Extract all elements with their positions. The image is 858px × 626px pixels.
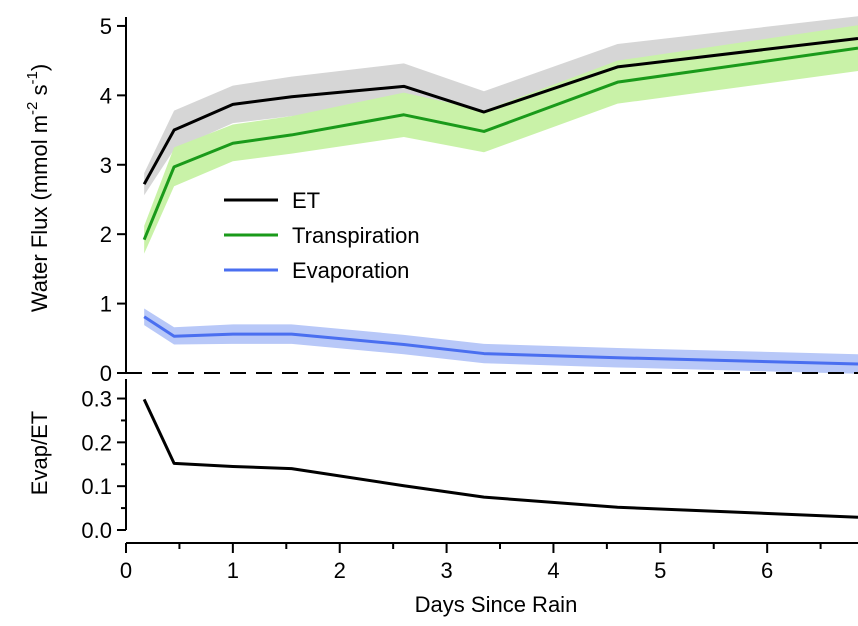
line-evaporation bbox=[143, 315, 858, 366]
top-y-axis-label-mid: s bbox=[27, 85, 52, 102]
band-transpiration bbox=[144, 25, 858, 254]
x-tick-label-3: 3 bbox=[440, 558, 452, 583]
legend-label-transpiration: Transpiration bbox=[292, 223, 420, 248]
x-tick-label-4: 4 bbox=[547, 558, 559, 583]
bottom-y-tick-label-0.1: 0.1 bbox=[81, 474, 112, 499]
top-y-axis: 0 1 2 3 4 5 bbox=[100, 14, 127, 386]
bottom-panel: 0.0 0.1 0.2 0.3 0 1 2 3 4 5 6 Evap/ET Days Since R… bbox=[27, 379, 858, 617]
bottom-y-tick-label-0.0: 0.0 bbox=[81, 518, 112, 543]
bottom-y-tick-label-0.2: 0.2 bbox=[81, 430, 112, 455]
top-y-tick-label-3: 3 bbox=[100, 153, 112, 178]
bottom-y-axis-label: Evap/ET bbox=[27, 411, 52, 495]
top-y-axis-label: Water Flux (mmol m-2 s-1) bbox=[24, 64, 52, 312]
x-tick-label-6: 6 bbox=[761, 558, 773, 583]
top-y-axis-label-sup1: -2 bbox=[24, 102, 41, 115]
top-panel: 0 1 2 3 4 5 ET Transpiration Evaporation Water … bbox=[24, 14, 858, 386]
bottom-y-tick-label-0.3: 0.3 bbox=[81, 387, 112, 412]
x-tick-label-5: 5 bbox=[654, 558, 666, 583]
band-evaporation bbox=[144, 308, 858, 374]
top-y-tick-label-1: 1 bbox=[100, 292, 112, 317]
legend-label-evaporation: Evaporation bbox=[292, 258, 409, 283]
top-y-tick-label-2: 2 bbox=[100, 222, 112, 247]
top-y-tick-label-0: 0 bbox=[100, 361, 112, 386]
line-transpiration bbox=[142, 46, 858, 241]
x-tick-label-2: 2 bbox=[334, 558, 346, 583]
x-axis-label: Days Since Rain bbox=[415, 592, 578, 617]
x-tick-label-1: 1 bbox=[227, 558, 239, 583]
bottom-axes: 0.0 0.1 0.2 0.3 0 1 2 3 4 5 6 bbox=[81, 379, 858, 583]
top-y-tick-label-4: 4 bbox=[100, 83, 112, 108]
top-bands bbox=[144, 16, 858, 374]
bottom-series-lines bbox=[142, 398, 858, 519]
top-y-axis-label-end: ) bbox=[27, 64, 52, 71]
top-series-lines bbox=[142, 36, 858, 366]
legend: ET Transpiration Evaporation bbox=[224, 188, 420, 283]
top-y-tick-label-5: 5 bbox=[100, 14, 112, 39]
legend-label-et: ET bbox=[292, 188, 320, 213]
top-y-axis-label-sup2: -1 bbox=[24, 71, 41, 84]
x-tick-label-0: 0 bbox=[120, 558, 132, 583]
top-y-axis-label-main: Water Flux (mmol m bbox=[27, 115, 52, 312]
line-evap-et-ratio bbox=[142, 398, 858, 519]
line-et bbox=[142, 36, 858, 185]
